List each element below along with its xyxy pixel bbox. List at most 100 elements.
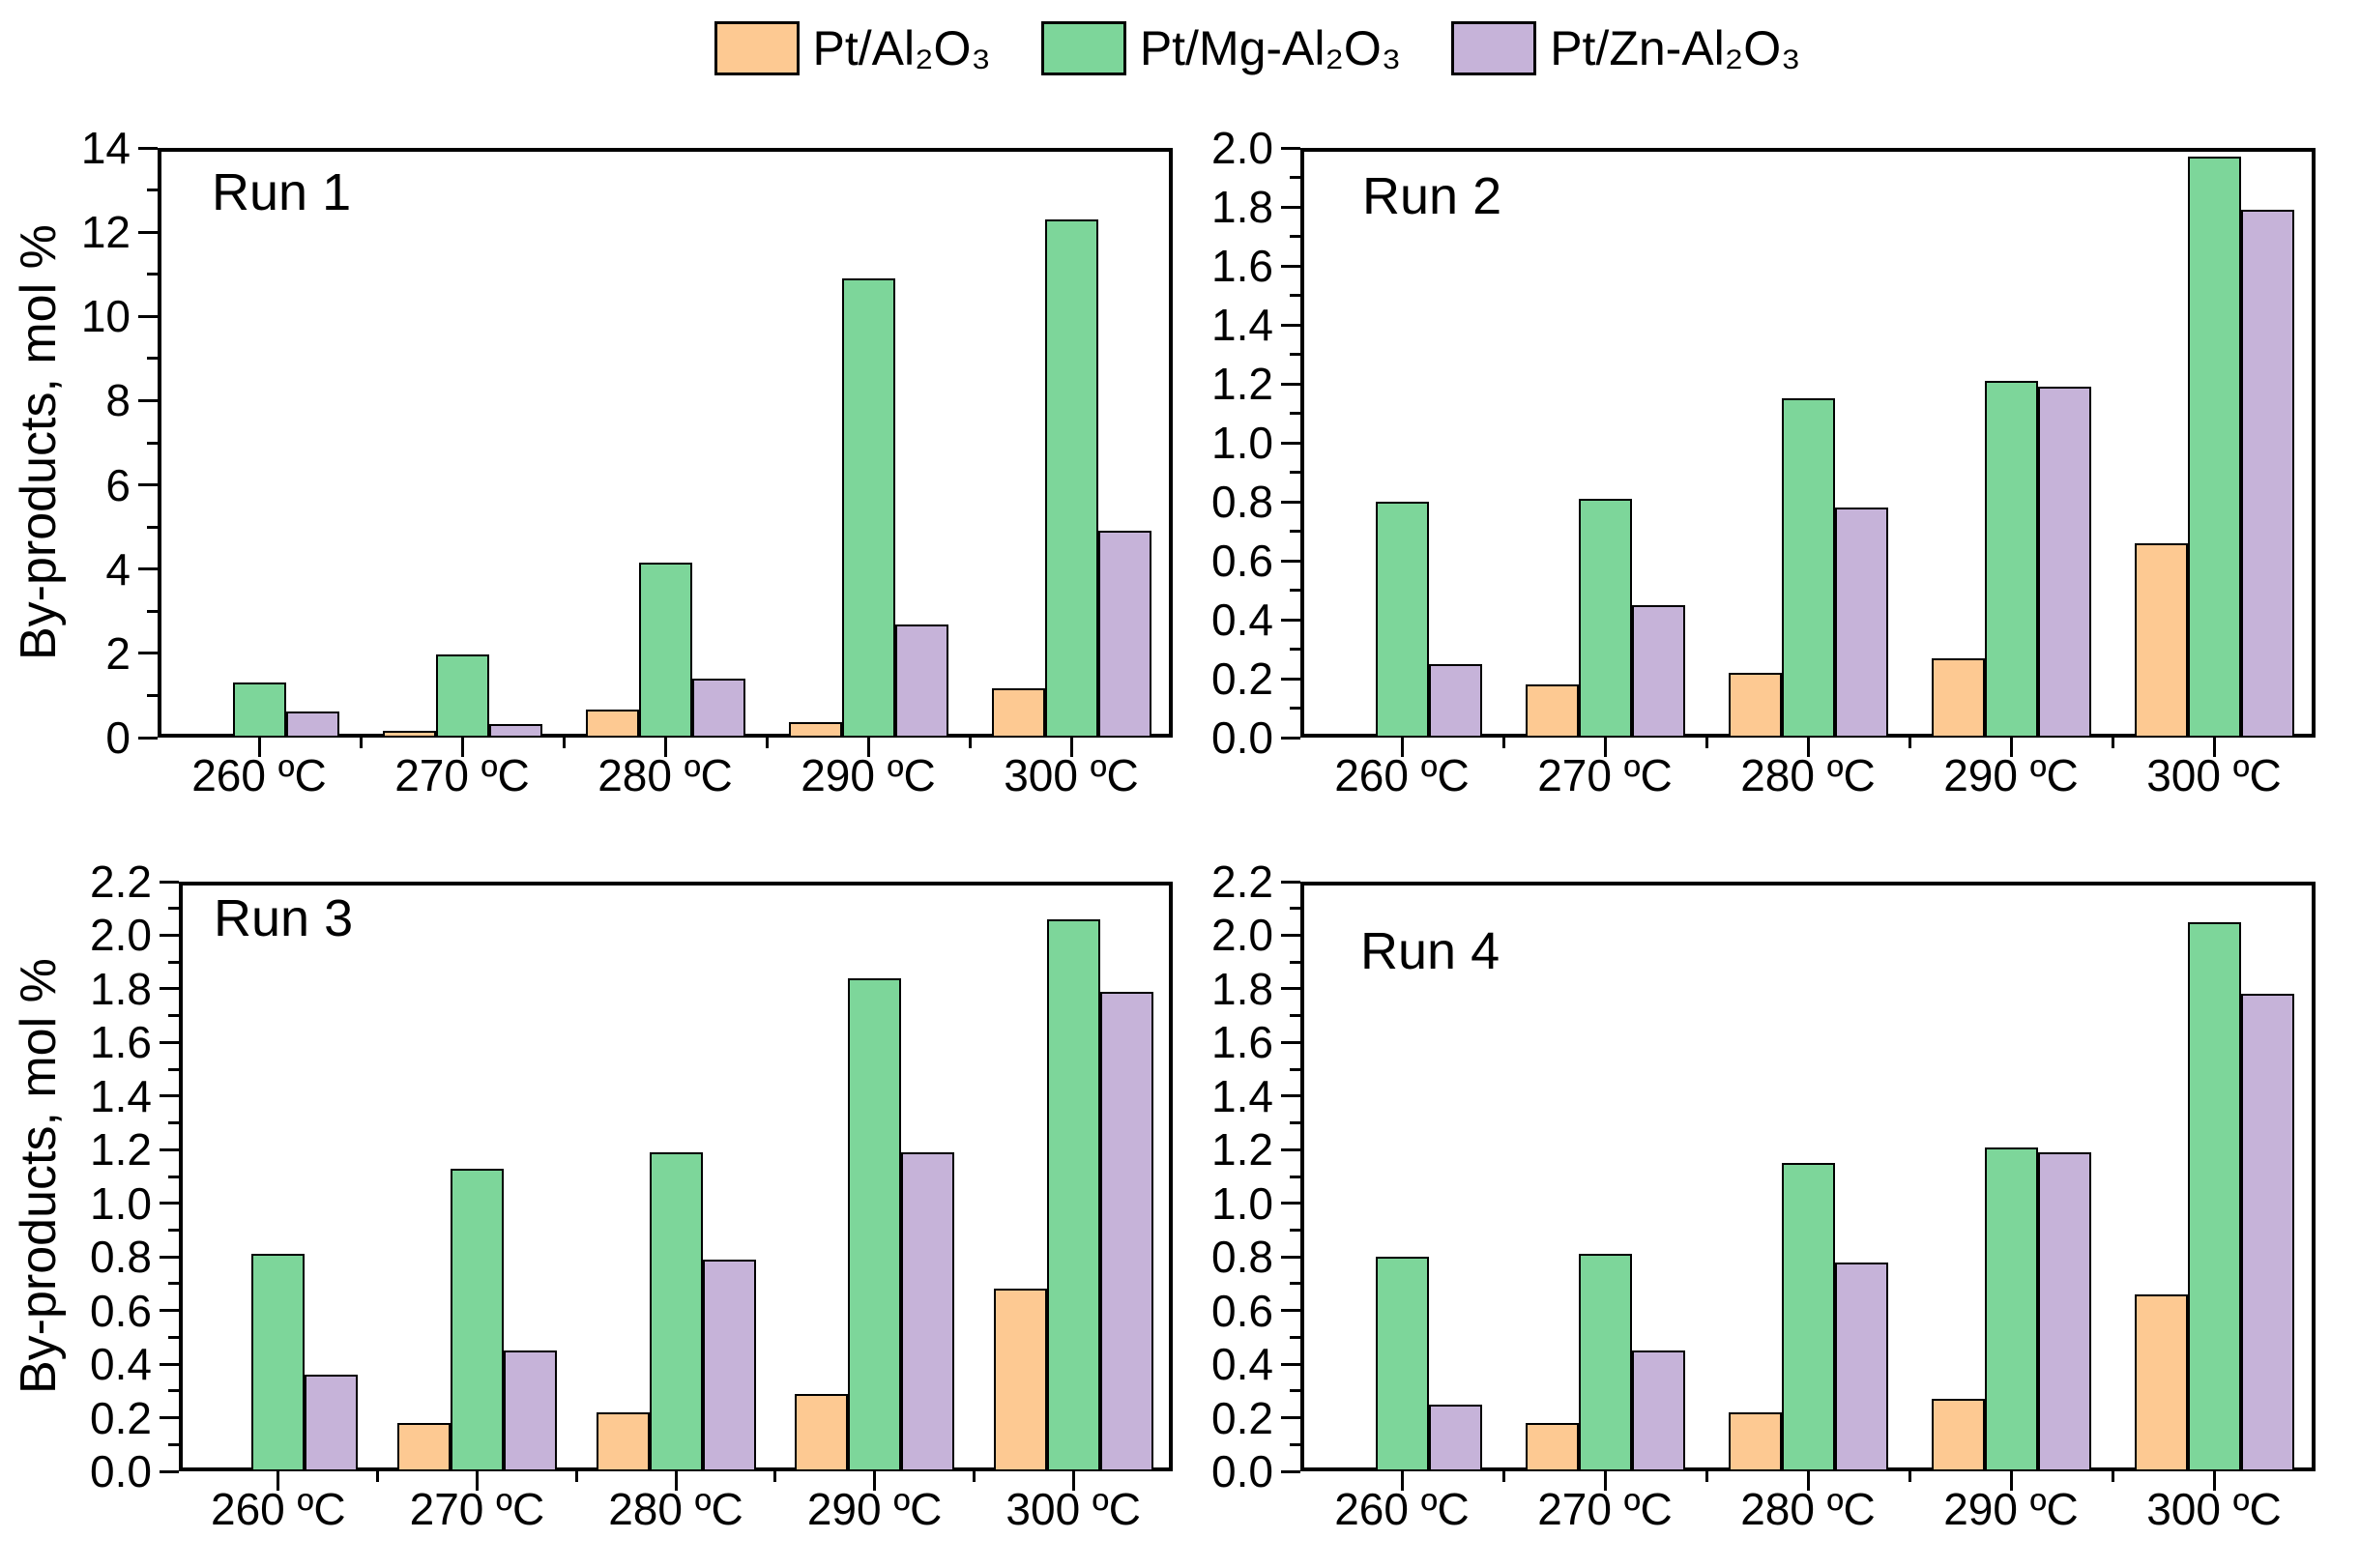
x-tick [866,738,870,757]
legend-item: Pt/Zn-Al₂O₃ [1451,21,1800,75]
x-tick-label: 260 ºC [211,1484,346,1534]
plot-title: Run 1 [212,163,352,221]
y-tick-label: 6 [105,459,131,510]
y-tick-label: 1.8 [90,963,152,1014]
y-tick-label: 14 [80,123,131,173]
bar [691,679,745,738]
y-tick-label: 2 [105,627,131,679]
bar [894,624,948,738]
y-minor-tick [147,609,158,613]
y-tick-label: 0.0 [1211,1446,1273,1496]
x-tick-label: 290 ºC [806,1484,943,1534]
bar [848,978,902,1471]
y-minor-tick [1290,1389,1300,1393]
x-minor-tick [2111,738,2114,748]
bar [396,1423,451,1471]
x-tick-label: 260 ºC [191,750,327,800]
x-tick-label: 280 ºC [608,1484,743,1534]
y-tick-label: 1.0 [90,1177,152,1229]
x-tick-label: 280 ºC [1740,750,1876,800]
y-tick-label: 1.4 [1211,300,1273,350]
y-tick-label: 1.2 [1211,1124,1273,1176]
bar [435,654,489,738]
x-minor-tick [574,1471,578,1482]
x-tick-label: 290 ºC [801,750,936,800]
y-minor-tick [147,525,158,529]
y-tick-label: 0.2 [1211,653,1273,704]
y-tick-label: 0.6 [1211,536,1273,586]
y-tick [160,1202,179,1205]
bar [1781,1163,1835,1471]
y-minor-tick [168,1014,179,1018]
bar [841,278,895,738]
x-tick [460,738,464,757]
bar [1097,531,1151,738]
x-minor-tick [359,738,363,748]
y-tick [1281,441,1300,445]
bar [2187,922,2241,1471]
bar [2037,1152,2091,1471]
y-minor-tick [1290,353,1300,356]
y-tick-label: 4 [105,543,131,595]
y-minor-tick [147,273,158,276]
y-tick [1281,1309,1300,1313]
bar [450,1169,504,1471]
y-tick [160,880,179,884]
x-tick-label: 300 ºC [2146,750,2282,800]
y-tick-label: 0 [105,712,131,763]
bar [2037,387,2091,738]
y-tick [1281,264,1300,268]
y-tick-label: 0.4 [1211,595,1273,645]
bar [2240,994,2294,1471]
y-tick [1281,1202,1300,1205]
x-minor-tick [376,1471,380,1482]
y-minor-tick [1290,960,1300,964]
bar [1984,381,2038,738]
y-minor-tick [1290,294,1300,297]
x-tick [1400,1471,1404,1491]
legend-item: Pt/Al₂O₃ [714,21,991,75]
y-minor-tick [1290,235,1300,238]
y-tick-label: 2.0 [1211,910,1273,961]
y-tick-label: 0.2 [1211,1392,1273,1443]
x-tick-label: 270 ºC [394,750,530,800]
bar [1931,1399,1985,1471]
x-tick [1806,738,1810,757]
x-minor-tick [562,738,566,748]
y-tick [1281,1040,1300,1044]
y-tick [138,146,158,150]
y-tick-label: 1.8 [1211,963,1273,1014]
legend-label: Pt/Mg-Al₂O₃ [1139,21,1402,75]
bar [1578,499,1632,738]
y-tick [1281,933,1300,937]
bar [1984,1147,2038,1471]
x-tick-label: 280 ºC [1740,1484,1876,1534]
y-minor-tick [1290,589,1300,592]
y-minor-tick [1290,707,1300,710]
bar [1834,508,1888,738]
y-tick [160,1147,179,1151]
y-tick [138,314,158,318]
bar [649,1152,703,1471]
x-tick [674,1471,678,1491]
y-minor-tick [168,907,179,911]
y-minor-tick [168,1228,179,1232]
y-minor-tick [168,1442,179,1446]
bar [1631,1350,1685,1471]
x-minor-tick [2111,1471,2114,1482]
bar [2187,157,2241,738]
x-tick-label: 260 ºC [1334,750,1470,800]
y-tick-label: 0.6 [1211,1285,1273,1336]
y-tick-label: 2.2 [90,857,152,907]
y-tick-label: 8 [105,375,131,426]
bar [638,563,692,738]
y-tick-label: 2.2 [1211,857,1273,907]
y-tick [1281,880,1300,884]
bar [1525,684,1579,738]
y-tick [1281,559,1300,563]
y-tick-label: 0.8 [1211,1232,1273,1283]
y-tick [1281,323,1300,327]
y-tick [1281,205,1300,209]
y-minor-tick [147,441,158,445]
